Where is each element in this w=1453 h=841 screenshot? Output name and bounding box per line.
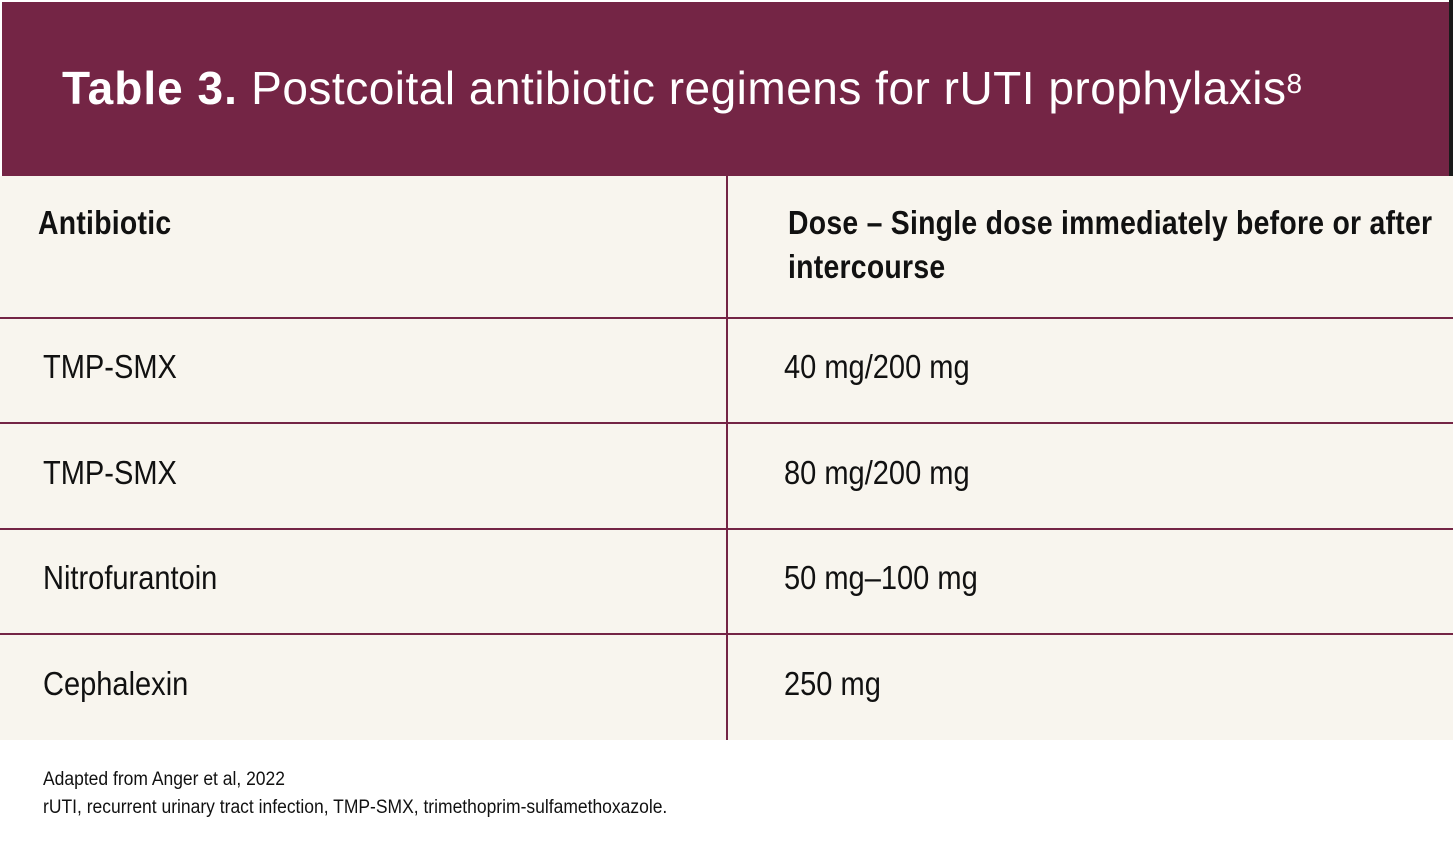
column-divider — [726, 176, 728, 740]
table-cell-antibiotic: Cephalexin — [43, 665, 189, 702]
abbreviations-note: rUTI, recurrent urinary tract infection,… — [43, 797, 668, 818]
row-rule — [0, 422, 1453, 424]
reference-number: 8 — [1286, 68, 1303, 99]
table-title: Table 3. Postcoital antibiotic regimens … — [62, 58, 1303, 118]
table-cell-dose: 40 mg/200 mg — [784, 348, 970, 385]
column-header-dose: Dose – Single dose immediately before or… — [788, 204, 1433, 285]
table-caption: Postcoital antibiotic regimens for rUTI … — [251, 62, 1287, 114]
source-note: Adapted from Anger et al, 2022 — [43, 769, 285, 790]
column-header-antibiotic: Antibiotic — [38, 204, 172, 241]
table-number: Table 3. — [62, 62, 238, 114]
table-cell-antibiotic: TMP-SMX — [43, 454, 177, 491]
row-rule — [0, 633, 1453, 635]
banner-edge — [1449, 0, 1453, 176]
table-cell-dose: 50 mg–100 mg — [784, 559, 978, 596]
table-cell-antibiotic: TMP-SMX — [43, 348, 177, 385]
title-banner — [2, 2, 1449, 176]
row-rule — [0, 317, 1453, 319]
table-cell-dose: 80 mg/200 mg — [784, 454, 970, 491]
table-cell-dose: 250 mg — [784, 665, 881, 702]
regimens-table: Antibiotic Dose – Single dose immediatel… — [0, 176, 1453, 740]
row-rule — [0, 528, 1453, 530]
table-cell-antibiotic: Nitrofurantoin — [43, 559, 218, 596]
